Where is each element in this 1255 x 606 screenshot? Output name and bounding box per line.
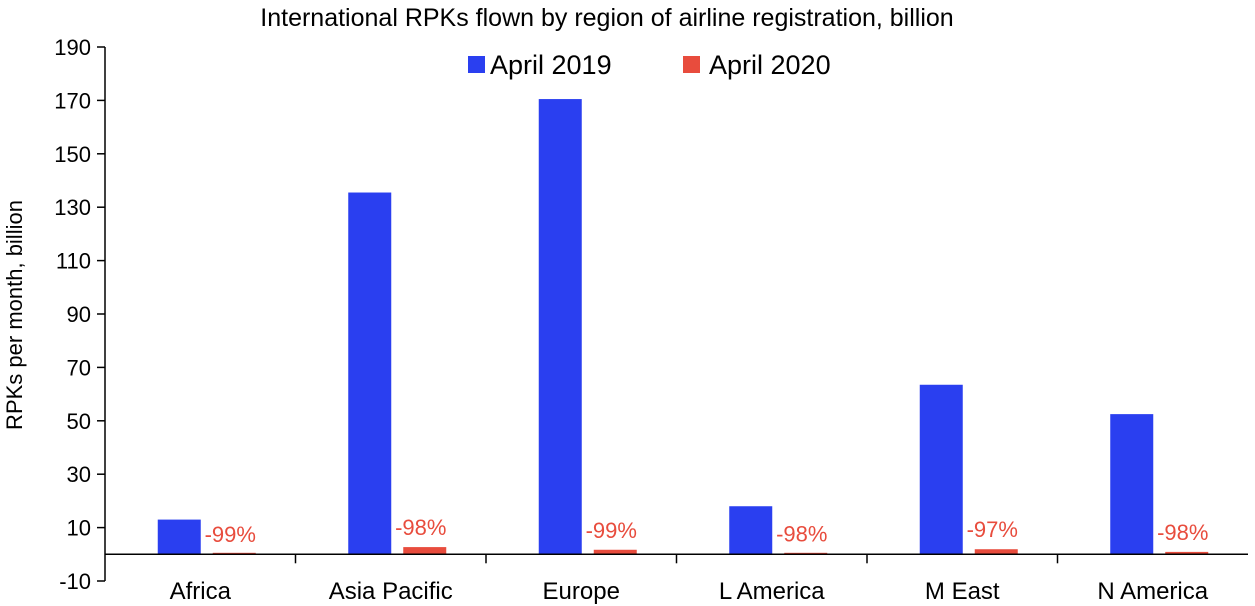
y-tick-label: 150: [54, 142, 91, 167]
chart-title: International RPKs flown by region of ai…: [260, 4, 953, 32]
x-tick-label: Asia Pacific: [329, 578, 453, 605]
bar-april-2019-n-america: [1110, 414, 1154, 555]
y-tick-label: 70: [67, 355, 91, 380]
data-label: -98%: [776, 521, 827, 546]
data-label: -99%: [205, 522, 256, 547]
x-tick-label: M East: [925, 578, 1000, 605]
data-label: -98%: [1157, 520, 1208, 545]
bar-april-2019-europe: [538, 99, 582, 555]
y-tick-label: 10: [67, 516, 91, 541]
legend-label: April 2020: [709, 50, 831, 80]
bar-april-2019-africa: [157, 519, 201, 555]
y-tick-label: -10: [59, 569, 91, 594]
legend: April 2019 April 2020: [468, 50, 831, 80]
bar-april-2019-l-america: [729, 506, 773, 555]
legend-label: April 2019: [490, 50, 612, 80]
legend-swatch: [468, 56, 485, 73]
bar-april-2019-asia-pacific: [348, 192, 392, 555]
x-tick-label: Europe: [543, 578, 620, 605]
data-label: -97%: [967, 517, 1018, 542]
y-tick-label: 190: [54, 35, 91, 60]
y-tick-label: 130: [54, 195, 91, 220]
y-tick-label: 50: [67, 409, 91, 434]
data-labels: -99% -98% -99% -98% -97% -98%: [205, 515, 1209, 547]
y-axis-label: RPKs per month, billion: [2, 200, 27, 430]
y-tick-label: 110: [56, 249, 91, 274]
x-tick-label: Africa: [170, 578, 232, 605]
x-axis: Africa Asia Pacific Europe L America M East N…: [105, 553, 1248, 605]
bar-april-2020-m-east: [974, 549, 1018, 555]
bar-april-2020-n-america: [1165, 551, 1209, 555]
x-tick-label: N America: [1097, 578, 1208, 605]
data-label: -99%: [586, 518, 637, 543]
y-axis: 190 170 150 130 110 90 70 50 30 10 -10: [54, 35, 106, 594]
bar-april-2020-asia-pacific: [403, 547, 447, 555]
y-tick-label: 90: [67, 302, 91, 327]
y-tick-label: 170: [54, 88, 91, 113]
bar-april-2020-europe: [593, 549, 637, 555]
bar-april-2019-m-east: [919, 384, 963, 555]
data-label: -98%: [395, 515, 446, 540]
y-tick-label: 30: [67, 462, 91, 487]
legend-swatch: [683, 56, 700, 73]
bars: [157, 99, 1209, 555]
x-tick-label: L America: [719, 578, 825, 605]
